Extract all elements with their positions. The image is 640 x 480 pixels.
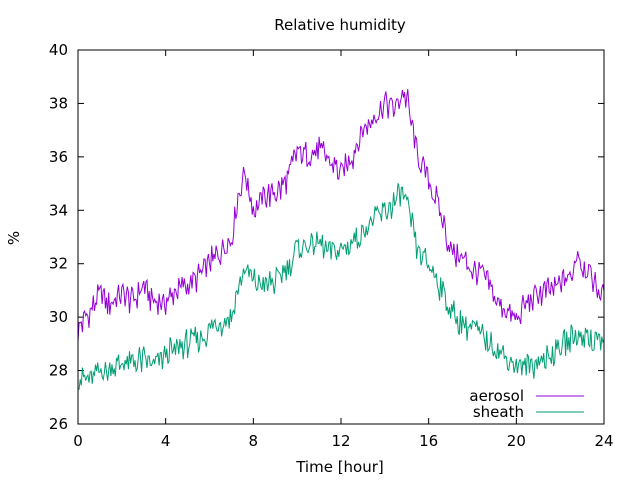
series-line-sheath xyxy=(77,183,605,390)
chart-title: Relative humidity xyxy=(274,16,406,34)
x-tick-label: 12 xyxy=(331,432,350,450)
y-tick-label: 34 xyxy=(49,201,68,219)
y-tick-label: 38 xyxy=(49,94,68,112)
x-tick-label: 24 xyxy=(594,432,613,450)
y-tick-label: 26 xyxy=(49,415,68,433)
y-tick-label: 32 xyxy=(49,255,68,273)
x-axis-label: Time [hour] xyxy=(295,458,384,476)
series-layer xyxy=(77,89,605,390)
legend-label-sheath: sheath xyxy=(473,403,524,421)
x-tick-label: 20 xyxy=(507,432,526,450)
axis-ticks: 0 4 8 12 16 20 24 26 28 30 32 34 36 38 40 xyxy=(49,41,614,450)
series-line-aerosol xyxy=(77,89,605,342)
y-tick-label: 30 xyxy=(49,308,68,326)
y-tick-label: 28 xyxy=(49,362,68,380)
x-tick-label: 4 xyxy=(161,432,171,450)
x-tick-label: 0 xyxy=(73,432,83,450)
plot-frame xyxy=(77,49,605,425)
y-axis-label: % xyxy=(5,231,23,245)
x-tick-label: 16 xyxy=(419,432,438,450)
legend-label-aerosol: aerosol xyxy=(469,387,524,405)
y-tick-label: 36 xyxy=(49,148,68,166)
y-tick-label: 40 xyxy=(49,41,68,59)
x-tick-label: 8 xyxy=(249,432,259,450)
